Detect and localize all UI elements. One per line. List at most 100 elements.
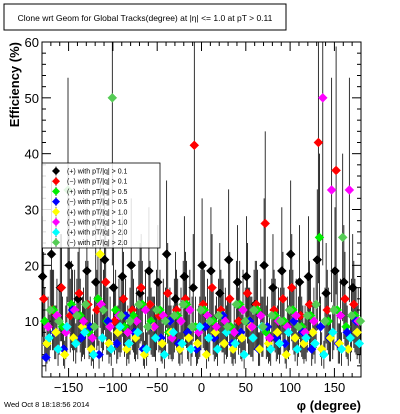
data-point	[62, 321, 72, 332]
data-point	[150, 333, 161, 343]
data-point	[314, 232, 325, 243]
data-point	[144, 266, 154, 276]
data-point	[346, 310, 357, 321]
data-point	[239, 349, 249, 360]
data-point	[272, 327, 283, 338]
data-point	[327, 327, 338, 338]
data-point	[322, 305, 333, 315]
data-point	[229, 327, 240, 338]
data-point	[232, 277, 243, 287]
y-tick-label: 30	[25, 203, 39, 218]
data-point	[352, 327, 362, 338]
data-point	[108, 282, 119, 293]
legend-marker	[52, 238, 60, 247]
data-point	[354, 338, 365, 349]
data-point	[328, 305, 339, 315]
data-point	[294, 277, 305, 287]
data-point	[162, 288, 173, 299]
data-point	[115, 321, 125, 332]
data-point	[247, 321, 257, 332]
data-point	[131, 316, 142, 327]
legend-entry: (−) with pT/|q| > 2.0	[52, 237, 128, 247]
y-tick-label: 10	[25, 314, 39, 329]
data-point	[255, 310, 266, 321]
data-point	[99, 254, 110, 265]
data-point	[97, 333, 108, 343]
data-point	[189, 140, 200, 151]
data-point	[214, 288, 225, 299]
data-point	[281, 349, 292, 360]
data-point	[176, 316, 186, 327]
data-point	[201, 349, 212, 360]
data-point	[343, 344, 354, 354]
data-point	[266, 310, 277, 321]
data-point	[268, 282, 278, 293]
legend-marker	[52, 177, 60, 186]
data-point	[80, 299, 91, 310]
data-point	[211, 321, 222, 332]
legend-entry: (+) with pT/|q| > 0.5	[52, 186, 128, 196]
x-tick-label: 50	[239, 380, 253, 395]
data-point	[134, 299, 144, 310]
legend-label: (−) with pT/|q| > 0.5	[67, 199, 128, 206]
data-point	[258, 321, 268, 332]
data-point	[149, 321, 160, 332]
y-axis-title: Efficiency (%)	[7, 42, 22, 127]
data-point	[340, 293, 350, 304]
legend-entry: (−) with pT/|q| > 0.1	[52, 176, 128, 186]
data-point	[152, 277, 163, 287]
data-point	[304, 299, 315, 310]
data-point	[109, 316, 120, 327]
data-point	[203, 333, 214, 343]
data-point	[157, 338, 168, 349]
data-point	[290, 333, 300, 343]
data-point	[132, 327, 143, 338]
data-point	[178, 299, 189, 310]
data-point	[283, 327, 294, 338]
data-markers	[37, 92, 366, 363]
data-point	[187, 321, 197, 332]
data-point	[87, 333, 98, 343]
data-point	[89, 321, 100, 332]
y-tick-label: 60	[25, 35, 39, 50]
data-point	[95, 249, 106, 260]
data-point	[111, 338, 122, 349]
data-point	[100, 277, 111, 287]
data-point	[82, 266, 92, 276]
data-point	[260, 218, 271, 229]
data-point	[177, 338, 187, 349]
data-point	[122, 327, 133, 338]
title-box: Clone wrt Geom for Global Tracks(degree)…	[3, 3, 287, 31]
legend-label: (+) with pT/|q| > 2.0	[67, 230, 128, 237]
x-axis-title: φ (degree)	[297, 398, 361, 413]
data-point	[213, 310, 224, 321]
data-point	[116, 310, 127, 321]
data-point	[106, 344, 117, 354]
legend-label: (+) with pT/|q| > 1.0	[67, 209, 128, 216]
x-tick-label: −100	[98, 380, 127, 395]
data-point	[186, 344, 196, 354]
x-tick-label: 0	[198, 380, 205, 395]
data-point	[223, 254, 234, 265]
legend-label: (−) with pT/|q| > 2.0	[67, 240, 128, 247]
data-point	[284, 305, 295, 315]
data-point	[313, 137, 324, 148]
data-point	[276, 266, 287, 276]
data-point	[70, 338, 81, 349]
data-point	[88, 349, 99, 360]
legend-marker	[52, 167, 60, 175]
data-point	[206, 266, 216, 276]
data-point	[278, 293, 288, 304]
data-point	[170, 293, 181, 304]
legend: (+) with pT/|q| > 0.1 (−) with pT/|q| > 0…	[41, 162, 161, 249]
data-point	[91, 305, 102, 315]
data-point	[309, 316, 319, 327]
data-point	[238, 305, 248, 315]
data-point	[292, 344, 303, 354]
legend-label: (+) with pT/|q| > 0.1	[67, 169, 128, 176]
data-point	[345, 333, 356, 343]
data-point	[230, 338, 241, 349]
data-point	[301, 333, 312, 343]
data-point	[321, 288, 331, 299]
data-point	[237, 333, 247, 343]
